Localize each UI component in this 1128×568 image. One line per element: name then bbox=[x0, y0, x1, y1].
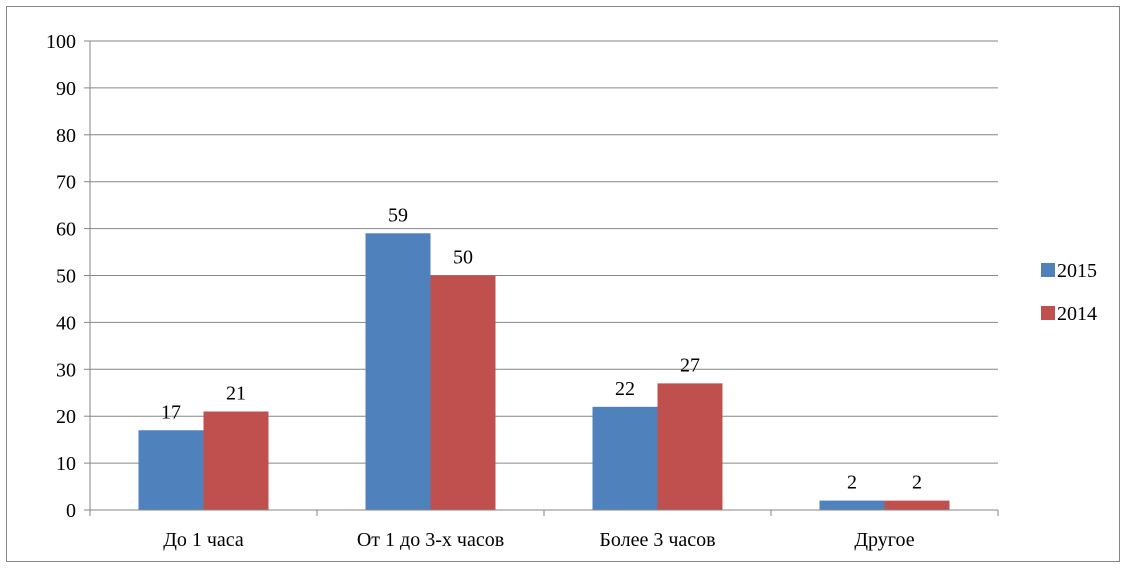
y-tick-label: 80 bbox=[56, 125, 76, 147]
x-tick-label: До 1 часа bbox=[163, 529, 244, 551]
legend-label: 2014 bbox=[1057, 303, 1097, 325]
y-tick-label: 60 bbox=[56, 219, 76, 241]
bar-2014-4 bbox=[884, 500, 950, 510]
bar-2015-3 bbox=[592, 406, 658, 510]
legend-label: 2015 bbox=[1057, 260, 1097, 282]
y-tick-label: 30 bbox=[56, 359, 76, 381]
data-label: 22 bbox=[615, 378, 635, 400]
axes bbox=[84, 40, 999, 516]
x-tick-label: От 1 до 3-х часов bbox=[357, 529, 504, 551]
data-label: 17 bbox=[161, 401, 181, 423]
x-tick-label: Более 3 часов bbox=[599, 529, 715, 551]
bar-2014-1 bbox=[203, 411, 269, 510]
y-tick-label: 0 bbox=[66, 500, 76, 522]
data-label: 2 bbox=[847, 472, 857, 494]
y-tick-label: 70 bbox=[56, 172, 76, 194]
y-tick-label: 90 bbox=[56, 78, 76, 100]
legend-swatch-2014 bbox=[1041, 306, 1055, 320]
y-tick-label: 10 bbox=[56, 453, 76, 475]
y-tick-label: 50 bbox=[56, 266, 76, 288]
bar-2014-2 bbox=[430, 275, 496, 510]
bar-2014-3 bbox=[657, 383, 723, 510]
y-tick-label: 20 bbox=[56, 406, 76, 428]
data-label: 50 bbox=[453, 247, 473, 269]
bar-2015-1 bbox=[138, 430, 204, 510]
y-tick-label: 40 bbox=[56, 312, 76, 334]
legend: 2015 2014 bbox=[1041, 260, 1097, 325]
data-label: 59 bbox=[388, 204, 408, 226]
data-label: 2 bbox=[912, 472, 922, 494]
bar-2015-4 bbox=[819, 500, 885, 510]
y-tick-labels: 0 10 20 30 40 50 60 70 80 90 100 bbox=[46, 31, 76, 522]
x-tick-labels: До 1 часа От 1 до 3-х часов Более 3 часов Д… bbox=[163, 529, 915, 551]
y-tick-label: 100 bbox=[46, 31, 76, 53]
x-tick-label: Другое bbox=[854, 529, 914, 551]
legend-swatch-2015 bbox=[1041, 263, 1055, 277]
data-label: 21 bbox=[226, 383, 246, 405]
bar-2015-2 bbox=[365, 233, 431, 511]
bars bbox=[138, 233, 950, 511]
data-label: 27 bbox=[680, 354, 700, 376]
